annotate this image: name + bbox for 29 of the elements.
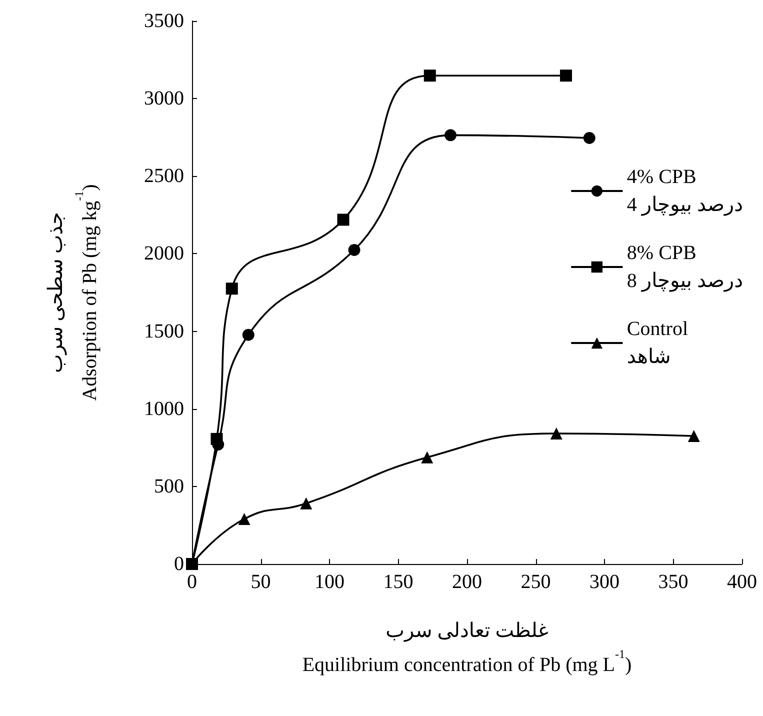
y-tick-label: 1500 [144,320,184,342]
x-tick-label: 100 [314,571,344,593]
y-tick-label: 2500 [144,165,184,188]
x-tick-label: 350 [658,571,688,593]
point [421,451,434,464]
x-tick-label: 200 [452,571,482,593]
point [424,70,436,82]
point [337,214,350,226]
y-tick-label: 3000 [144,88,184,110]
point [560,70,572,82]
x-tick-label: 400 [727,571,757,593]
x-tick-label: 150 [383,571,414,593]
point [348,244,360,256]
y-tick-label: 500 [154,475,184,498]
y-tick-label: 0 [174,553,184,575]
point [550,428,562,440]
y-tick-label: 1000 [144,398,184,420]
point [238,513,250,526]
point [242,328,254,341]
point [226,282,238,295]
y-tick-label: 3500 [144,10,184,32]
x-tick-label: 300 [590,571,620,593]
point [583,132,596,144]
point [688,430,700,442]
y-tick-label: 2000 [144,242,184,265]
x-tick-label: 250 [520,571,551,593]
point [300,497,312,510]
point [444,129,456,142]
x-tick-label: 50 [250,571,271,593]
